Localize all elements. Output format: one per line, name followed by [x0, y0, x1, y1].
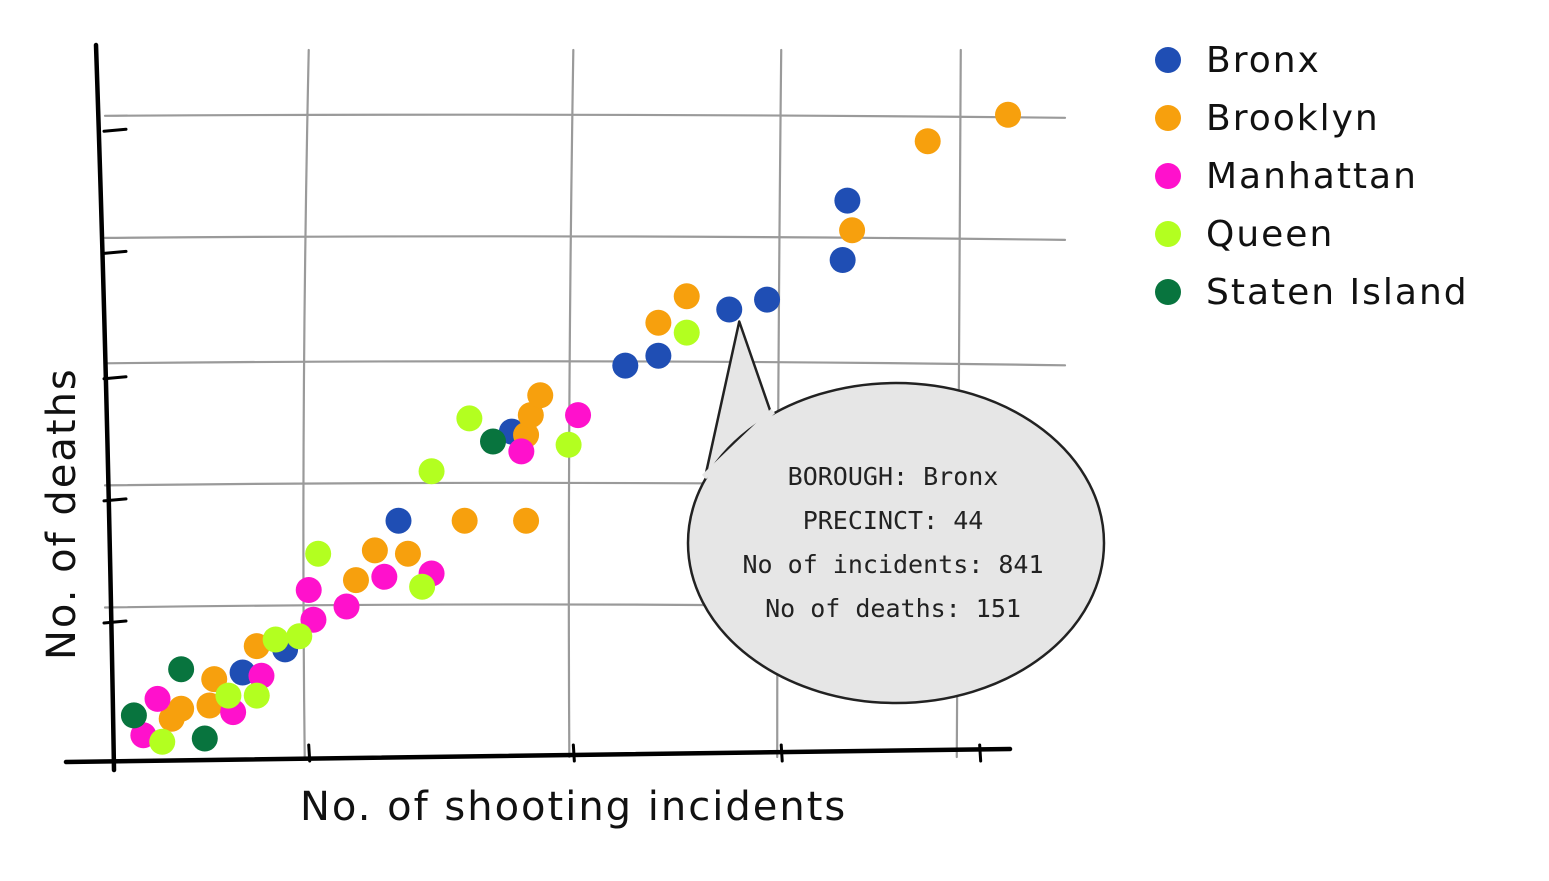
data-point [191, 725, 218, 752]
x-tick [779, 743, 784, 763]
legend-item-staten-island: Staten Island [1155, 272, 1469, 313]
data-point [754, 286, 781, 313]
legend-marker [1155, 279, 1181, 305]
legend-marker [1155, 47, 1181, 73]
y-tick [102, 619, 128, 625]
tooltip-line: BOROUGH: Bronx [788, 462, 999, 491]
data-point [834, 187, 861, 214]
data-point [480, 428, 506, 455]
data-point [513, 507, 540, 534]
x-axis-title: No. of shooting incidents [300, 784, 847, 830]
grid-line-vertical [302, 48, 310, 759]
data-point [517, 402, 544, 429]
tooltip-seam [701, 408, 776, 480]
legend-marker [1155, 105, 1181, 131]
legend-marker [1155, 221, 1181, 247]
x-tick [307, 743, 312, 763]
data-point [527, 382, 554, 409]
legend-marker [1155, 163, 1181, 189]
tooltip-line: PRECINCT: 44 [803, 506, 984, 535]
data-point [120, 702, 147, 729]
legend-item-bronx: Bronx [1155, 40, 1321, 81]
data-point [612, 352, 639, 379]
data-point [168, 656, 195, 683]
data-point [839, 217, 866, 244]
data-point [361, 537, 388, 564]
tooltip-line: No of incidents: 841 [742, 550, 1043, 579]
data-point [286, 623, 313, 650]
y-axis-title: No. of deaths [39, 367, 85, 660]
data-point [305, 540, 332, 567]
grid-line-horizontal [103, 360, 1067, 367]
x-axis-line [63, 746, 1013, 765]
data-point [555, 431, 582, 458]
data-point [333, 593, 360, 620]
legend-label: Queen [1206, 214, 1334, 255]
data-point [342, 567, 369, 594]
data-point [995, 101, 1022, 128]
data-point [144, 685, 171, 712]
x-tick [978, 743, 983, 763]
data-point [394, 540, 421, 567]
legend-item-queen: Queen [1155, 214, 1334, 255]
data-point [262, 626, 289, 653]
y-tick [102, 127, 128, 133]
data-point [456, 405, 483, 432]
axes [63, 42, 1013, 773]
data-point [243, 682, 270, 709]
data-point [248, 662, 275, 689]
data-point [645, 342, 672, 369]
y-tick [102, 497, 128, 503]
data-point [673, 319, 700, 346]
data-point [168, 695, 195, 722]
legend-label: Bronx [1206, 40, 1321, 81]
tooltip-line: No of deaths: 151 [765, 594, 1021, 623]
data-points [120, 101, 1022, 755]
data-point [149, 728, 176, 755]
legend-item-brooklyn: Brooklyn [1155, 98, 1380, 139]
y-axis-line [93, 42, 117, 773]
data-point [565, 402, 592, 429]
data-point [914, 128, 941, 155]
data-point [371, 563, 398, 590]
grid-line-horizontal [103, 113, 1067, 119]
data-point [295, 577, 322, 603]
legend-label: Brooklyn [1206, 98, 1380, 139]
grid-line-horizontal [103, 235, 1067, 241]
data-point [385, 507, 412, 534]
legend: Bronx Brooklyn Manhattan Queen Staten Island [1155, 40, 1469, 313]
legend-label: Staten Island [1206, 272, 1469, 313]
data-point [508, 438, 535, 465]
legend-item-manhattan: Manhattan [1155, 156, 1418, 197]
y-tick [102, 375, 128, 381]
legend-label: Manhattan [1206, 156, 1418, 197]
tooltip-callout: BOROUGH: Bronx PRECINCT: 44 No of incident… [686, 320, 1106, 705]
y-tick [102, 249, 128, 255]
data-point [451, 507, 478, 534]
data-point [829, 247, 856, 273]
data-point [716, 296, 743, 323]
tooltip-bubble [686, 381, 1106, 705]
data-point [645, 309, 672, 336]
data-point [418, 458, 445, 485]
data-point [215, 682, 242, 709]
x-tick [571, 743, 576, 763]
data-point [673, 283, 700, 310]
data-point [409, 573, 436, 600]
series-queen [149, 319, 700, 755]
series-staten-island [120, 428, 506, 752]
